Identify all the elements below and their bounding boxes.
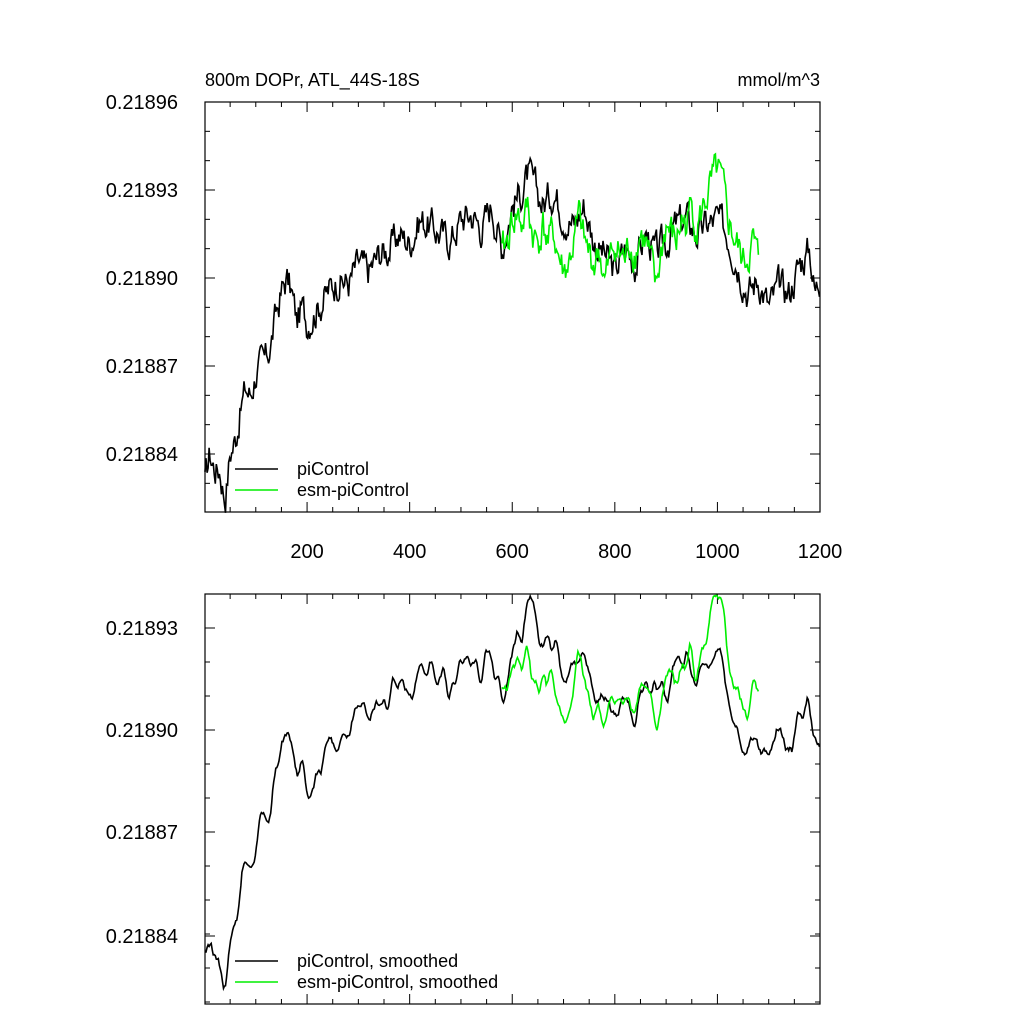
series-line-picontrol-smoothed [204,593,821,992]
y-tick-label: 0.21887 [106,356,178,378]
bottom-plot-frame [204,593,821,1005]
top-plot-frame [204,101,821,513]
bottom-panel: 0.21893 0.21890 0.21887 0.21884 piControl, … [106,593,821,1005]
series-line-esm-picontrol [501,152,760,283]
top-x-tick-labels: 200 400 600 800 1000 1200 [290,541,842,563]
y-tick-label: 0.21893 [106,180,178,202]
y-tick-label: 0.21890 [106,268,178,290]
y-tick-label: 0.21887 [106,822,178,844]
y-tick-label: 0.21896 [106,92,178,114]
y-tick-label: 0.21884 [106,444,178,466]
legend-label: esm-piControl [297,480,409,500]
series-line-esm-picontrol-smoothed [501,593,760,731]
bottom-y-tick-labels: 0.21893 0.21890 0.21887 0.21884 [106,618,178,948]
chart-title: 800m DOPr, ATL_44S-18S [205,70,420,91]
legend-label: esm-piControl, smoothed [297,972,498,992]
x-tick-label: 600 [496,541,529,563]
top-series-group [204,152,821,513]
units-label: mmol/m^3 [738,70,820,90]
x-tick-label: 200 [290,541,323,563]
x-tick-label: 400 [393,541,426,563]
top-axis-ticks [205,101,821,512]
legend-label: piControl, smoothed [297,951,458,971]
y-tick-label: 0.21884 [106,926,178,948]
top-y-tick-labels: 0.21896 0.21893 0.21890 0.21887 0.21884 [106,92,178,466]
x-tick-label: 1200 [798,541,843,563]
legend-label: piControl [297,459,369,479]
bottom-series-group [204,593,821,992]
top-panel: 800m DOPr, ATL_44S-18S mmol/m^3 0.218960… [106,70,843,563]
series-line-picontrol [204,155,821,513]
y-tick-label: 0.21890 [106,720,178,742]
y-tick-label: 0.21893 [106,618,178,640]
x-tick-label: 800 [598,541,631,563]
x-tick-label: 1000 [695,541,740,563]
